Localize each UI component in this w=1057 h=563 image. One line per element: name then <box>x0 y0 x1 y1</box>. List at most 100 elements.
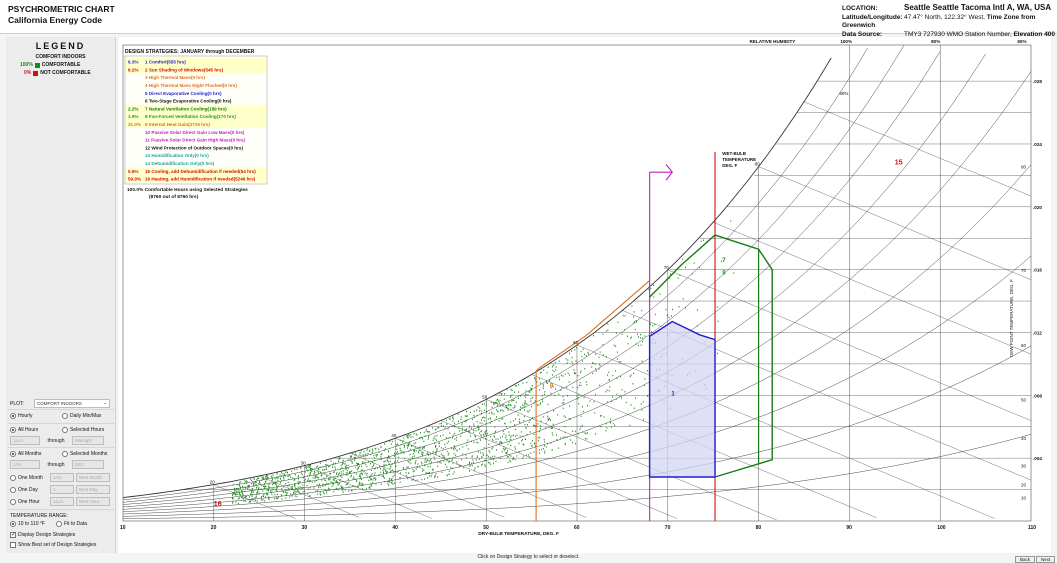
strategy-item[interactable]: 6 Two-Stage Evaporative Cooling(0 hrs) <box>145 99 232 104</box>
strategy-item[interactable]: 1.9% 8 Fan-Forced Ventilation Cooling(170… <box>128 114 236 119</box>
strategy-item[interactable]: 59.9% 16 Heating, add Humidification if n… <box>128 177 256 182</box>
strategy-item[interactable]: 6.2% 2 Sun Shading of Windows(545 hrs) <box>128 67 224 72</box>
hour-point <box>541 394 543 397</box>
hour-point <box>543 369 545 371</box>
hour-point <box>291 495 293 497</box>
next-month-button[interactable]: Next Month <box>76 473 110 482</box>
range-fit-radio[interactable] <box>56 521 62 527</box>
hour-point <box>678 306 680 308</box>
design-strategies-list[interactable]: DESIGN STRATEGIES: JANUARY through DECEM… <box>124 49 268 200</box>
design-strategy-zones[interactable] <box>535 151 773 521</box>
range-fixed-radio[interactable] <box>10 521 16 527</box>
one-hour-radio[interactable] <box>10 498 16 505</box>
hour-point <box>435 450 437 453</box>
month-to-select[interactable]: DEC <box>72 460 104 469</box>
back-button[interactable]: Back <box>1015 556 1036 563</box>
next-hour-button[interactable]: Next Hour <box>76 497 110 506</box>
hour-point <box>558 447 559 449</box>
next-button[interactable]: Next <box>1036 556 1056 563</box>
strategy-item[interactable]: 5 Direct Evaporative Cooling(0 hrs) <box>145 91 222 96</box>
hour-point <box>234 493 236 495</box>
hour-point <box>349 471 351 473</box>
strategy-item[interactable]: 13 Humidification Only(0 hrs) <box>145 153 209 158</box>
hour-point <box>368 479 370 482</box>
plot-dropdown[interactable]: COMFORT INDOORS ⌄ <box>34 399 110 408</box>
strategy-item[interactable]: 31.0% 9 Internal Heat Gain(2715 hrs) <box>128 122 210 127</box>
hour-point <box>403 452 405 454</box>
x-tick-label: 80 <box>756 525 762 531</box>
hour-point <box>319 493 321 495</box>
next-day-button[interactable]: Next Day <box>76 485 110 494</box>
strategy-item[interactable]: 0.6% 15 Cooling, add Dehumidification if … <box>128 169 256 174</box>
strategy-item[interactable]: 4 High Thermal Mass Night Flushed(0 hrs) <box>145 83 237 88</box>
hour-point <box>499 402 500 404</box>
hour-point <box>244 496 246 499</box>
strategy-item[interactable]: 3 High Thermal Mass(0 hrs) <box>145 75 205 80</box>
hour-point <box>539 389 540 391</box>
one-day-select[interactable]: 1 <box>50 485 74 494</box>
hour-point <box>545 446 547 448</box>
hours-to-select[interactable]: Midnight <box>72 436 104 445</box>
strategy-item[interactable]: 10 Passive Solar Direct Gain Low Mass(0 … <box>145 130 245 135</box>
hour-point <box>413 450 415 452</box>
hour-point <box>415 460 417 462</box>
hour-point <box>491 406 493 408</box>
hour-point <box>351 470 353 472</box>
hour-point <box>297 489 299 492</box>
hour-point <box>551 432 553 434</box>
hour-point <box>272 474 274 476</box>
hour-point <box>269 482 271 484</box>
strategy-highlight <box>125 175 267 183</box>
all-months-radio[interactable] <box>10 451 16 457</box>
hourly-radio[interactable] <box>10 413 16 419</box>
daily-radio[interactable] <box>62 413 68 419</box>
strategy-item[interactable]: 12 Wind Protection of Outdoor Spaces(0 h… <box>145 145 243 150</box>
one-month-select[interactable]: JAN <box>50 473 74 482</box>
hour-point <box>233 492 234 494</box>
hour-point <box>432 451 434 453</box>
hour-point <box>316 479 318 482</box>
hour-point <box>255 495 257 497</box>
hour-point <box>464 429 466 431</box>
strategy-item[interactable]: 11 Passive Solar Direct Gain High Mass(0… <box>145 138 246 143</box>
hour-point <box>545 422 547 424</box>
one-day-radio[interactable] <box>10 486 16 493</box>
hour-point <box>555 366 557 368</box>
hour-point <box>434 435 436 437</box>
hour-point <box>384 481 386 483</box>
hour-point <box>316 493 318 495</box>
hour-point <box>510 408 512 411</box>
selected-months-radio[interactable] <box>62 451 68 457</box>
strategy-item[interactable]: 14 Dehumidification Only(0 hrs) <box>145 161 215 166</box>
hour-point <box>539 377 540 380</box>
hour-point <box>478 427 480 429</box>
strategy-item[interactable]: 6.3% 1 Comfort(555 hrs) <box>128 60 186 65</box>
one-month-label: One Month <box>18 474 43 481</box>
hour-point <box>393 472 395 474</box>
one-hour-select[interactable]: 1a.m. <box>50 497 74 506</box>
hour-point <box>717 320 719 322</box>
hour-point <box>261 477 263 479</box>
hour-point <box>484 409 485 411</box>
hour-point <box>340 473 342 475</box>
one-month-radio[interactable] <box>10 474 16 481</box>
hour-point <box>335 462 336 465</box>
hour-point <box>371 473 373 475</box>
selected-hours-radio[interactable] <box>62 427 68 433</box>
all-hours-radio[interactable] <box>10 427 16 433</box>
hour-point <box>507 443 509 446</box>
hour-point <box>484 417 486 419</box>
hour-point <box>281 471 283 474</box>
hour-point <box>397 470 399 472</box>
hour-point <box>494 402 496 404</box>
hour-point <box>425 472 427 474</box>
hours-from-select[interactable]: 1a.m. <box>10 436 40 445</box>
strategy-item[interactable]: 2.2% 7 Natural Ventilation Cooling(189 hr… <box>128 106 227 111</box>
show-best-checkbox[interactable] <box>10 542 16 548</box>
hour-point <box>477 451 479 453</box>
month-from-select[interactable]: JAN <box>10 460 40 469</box>
display-strategies-checkbox[interactable] <box>10 531 16 538</box>
hour-point <box>395 460 396 462</box>
time-controls <box>8 409 114 410</box>
